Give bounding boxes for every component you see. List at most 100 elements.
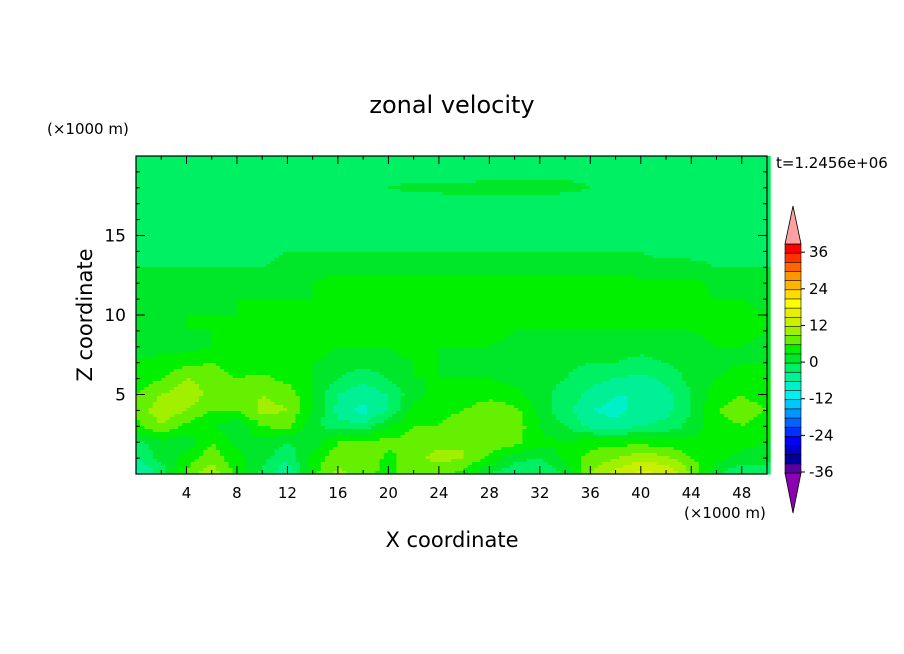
field-cell [446, 186, 452, 190]
field-cell [257, 216, 263, 220]
field-cell [152, 228, 158, 232]
field-cell [207, 225, 213, 229]
field-cell [610, 192, 616, 196]
field-cell [136, 183, 141, 187]
field-cell [409, 249, 414, 253]
field-cell [694, 198, 700, 202]
field-cell [451, 240, 456, 244]
field-cell [610, 252, 616, 256]
field-cell [610, 177, 616, 181]
field-cell [438, 171, 444, 175]
field-cell [215, 198, 221, 202]
field-cell [564, 174, 570, 178]
field-cell [480, 174, 486, 178]
field-cell [190, 168, 196, 172]
field-cell [757, 195, 763, 199]
field-cell [451, 159, 456, 163]
field-cell [640, 228, 645, 232]
field-cell [358, 198, 364, 202]
field-cell [430, 159, 435, 163]
field-cell [186, 237, 192, 241]
field-cell [140, 210, 145, 214]
field-cell [224, 192, 229, 196]
field-cell [413, 165, 418, 169]
field-cell [539, 168, 544, 172]
field-cell [459, 189, 465, 193]
field-cell [501, 219, 507, 223]
field-cell [333, 195, 339, 199]
field-cell [341, 243, 347, 247]
field-cell [459, 213, 465, 217]
field-cell [136, 156, 141, 160]
field-cell [530, 240, 536, 244]
field-cell [413, 201, 418, 205]
field-cell [270, 249, 276, 253]
field-cell [719, 180, 725, 184]
field-cell [325, 240, 330, 244]
field-cell [371, 195, 376, 199]
field-cell [686, 189, 691, 193]
field-cell [652, 162, 658, 166]
field-cell [278, 234, 284, 238]
field-cell [497, 204, 502, 208]
field-cell [736, 192, 742, 196]
field-cell [530, 231, 536, 235]
field-cell [341, 219, 347, 223]
field-cell [652, 171, 658, 175]
field-cell [199, 243, 204, 247]
field-cell [711, 168, 717, 172]
field-cell [715, 180, 721, 184]
field-cell [249, 237, 255, 241]
field-cell [535, 216, 540, 220]
field-cell [144, 174, 150, 178]
field-cell [136, 189, 141, 193]
field-cell [287, 198, 292, 202]
field-cell [333, 240, 339, 244]
field-cell [312, 204, 318, 208]
field-cell [463, 183, 469, 187]
field-cell [173, 234, 179, 238]
field-cell [287, 249, 292, 253]
field-cell [346, 186, 351, 190]
field-cell [736, 195, 742, 199]
field-cell [358, 204, 364, 208]
field-cell [698, 198, 704, 202]
field-cell [572, 207, 578, 211]
field-cell [346, 183, 351, 187]
field-cell [379, 204, 385, 208]
field-cell [732, 237, 738, 241]
field-cell [690, 189, 696, 193]
field-cell [430, 246, 435, 250]
field-cell [262, 225, 267, 229]
field-cell [157, 165, 162, 169]
field-cell [698, 249, 704, 253]
field-cell [358, 201, 364, 205]
field-cell [661, 180, 666, 184]
field-cell [383, 246, 389, 250]
field-cell [703, 237, 708, 241]
field-cell [463, 225, 469, 229]
field-cell [325, 207, 330, 211]
field-cell [446, 216, 452, 220]
field-cell [161, 207, 166, 211]
field-cell [178, 168, 183, 172]
field-cell [690, 234, 696, 238]
field-cell [316, 249, 322, 253]
field-cell [635, 177, 641, 181]
field-cell [501, 183, 507, 187]
field-cell [665, 195, 670, 199]
field-cell [463, 168, 469, 172]
field-cell [476, 216, 481, 220]
field-cell [442, 162, 448, 166]
field-cell [211, 243, 217, 247]
field-cell [749, 174, 754, 178]
field-cell [434, 219, 439, 223]
field-cell [299, 204, 305, 208]
field-cell [299, 168, 305, 172]
field-cell [514, 225, 519, 229]
field-cell [724, 198, 729, 202]
field-cell [543, 165, 549, 169]
field-cell [362, 204, 368, 208]
field-cell [719, 174, 725, 178]
field-cell [186, 171, 192, 175]
